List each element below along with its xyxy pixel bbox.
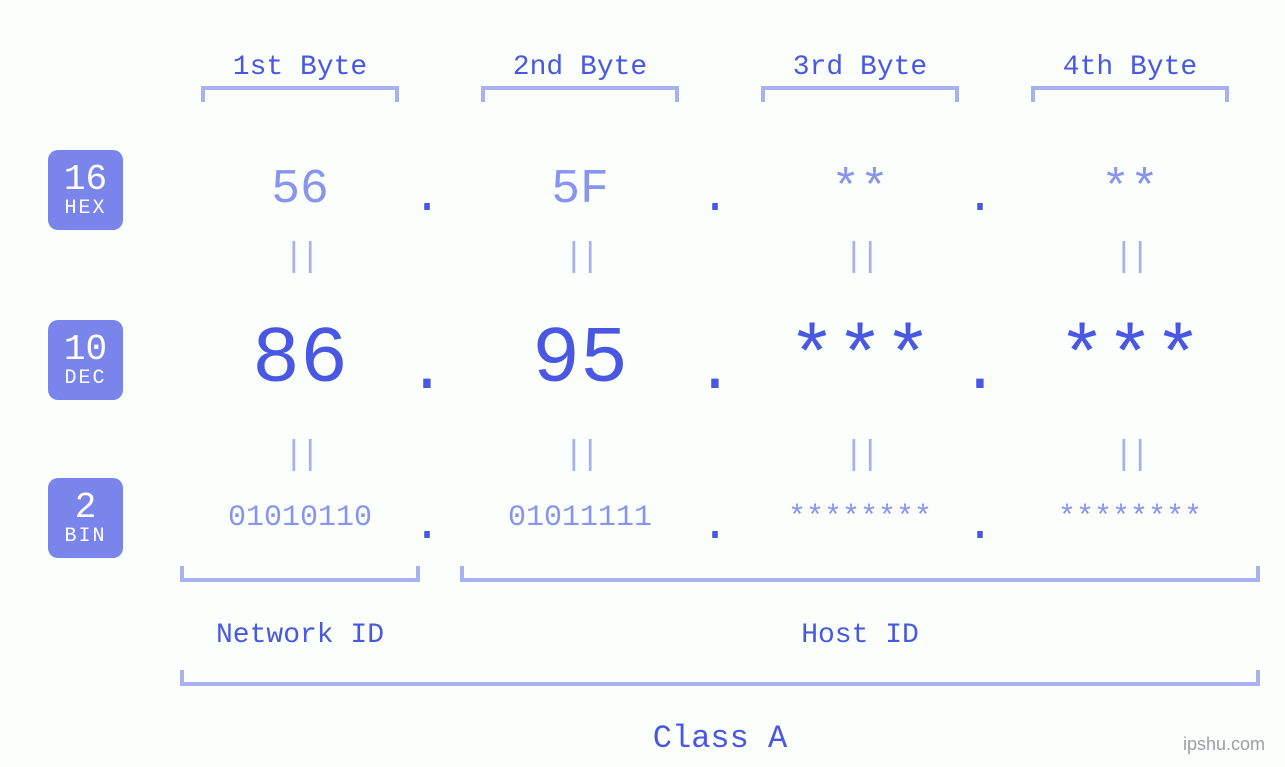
dot-separator: . — [408, 336, 446, 408]
dot-separator: . — [966, 499, 995, 553]
dot-separator: . — [413, 171, 442, 225]
equals-mark: || — [844, 437, 877, 475]
dot-separator: . — [701, 171, 730, 225]
equals-mark: || — [1114, 437, 1147, 475]
base-badge-dec-num: 10 — [64, 331, 107, 369]
equals-mark: || — [844, 239, 877, 277]
dot-separator: . — [696, 336, 734, 408]
dot-separator: . — [961, 336, 999, 408]
byte-header-1: 1st Byte — [233, 52, 367, 83]
base-badge-hex-label: HEX — [64, 198, 106, 219]
equals-mark: || — [564, 437, 597, 475]
dec-byte-1: 86 — [252, 315, 348, 406]
bin-byte-1: 01010110 — [228, 501, 372, 535]
equals-mark: || — [284, 437, 317, 475]
base-badge-bin-num: 2 — [75, 489, 97, 527]
network-id-label: Network ID — [216, 620, 384, 651]
equals-mark: || — [1114, 239, 1147, 277]
bin-byte-4: ******** — [1058, 501, 1202, 535]
class-bracket — [180, 670, 1260, 686]
base-badge-hex: 16HEX — [48, 150, 123, 230]
base-badge-dec: 10DEC — [48, 320, 123, 400]
base-badge-dec-label: DEC — [64, 368, 106, 389]
dec-byte-2: 95 — [532, 315, 628, 406]
bin-byte-2: 01011111 — [508, 501, 652, 535]
base-badge-bin-label: BIN — [64, 526, 106, 547]
byte-header-3: 3rd Byte — [793, 52, 927, 83]
dec-byte-3: *** — [788, 315, 932, 406]
network-bracket — [180, 566, 420, 582]
byte-bracket-top-3 — [761, 86, 959, 102]
base-badge-hex-num: 16 — [64, 161, 107, 199]
byte-bracket-top-4 — [1031, 86, 1229, 102]
class-label: Class A — [653, 720, 787, 757]
bin-byte-3: ******** — [788, 501, 932, 535]
dot-separator: . — [701, 499, 730, 553]
dot-separator: . — [413, 499, 442, 553]
byte-header-2: 2nd Byte — [513, 52, 647, 83]
hex-byte-3: ** — [831, 163, 889, 217]
host-bracket — [460, 566, 1260, 582]
equals-mark: || — [284, 239, 317, 277]
byte-bracket-top-2 — [481, 86, 679, 102]
byte-bracket-top-1 — [201, 86, 399, 102]
equals-mark: || — [564, 239, 597, 277]
dot-separator: . — [966, 171, 995, 225]
hex-byte-2: 5F — [551, 163, 609, 217]
base-badge-bin: 2BIN — [48, 478, 123, 558]
hex-byte-1: 56 — [271, 163, 329, 217]
watermark: ipshu.com — [1183, 734, 1265, 755]
dec-byte-4: *** — [1058, 315, 1202, 406]
host-id-label: Host ID — [801, 620, 919, 651]
byte-header-4: 4th Byte — [1063, 52, 1197, 83]
hex-byte-4: ** — [1101, 163, 1159, 217]
